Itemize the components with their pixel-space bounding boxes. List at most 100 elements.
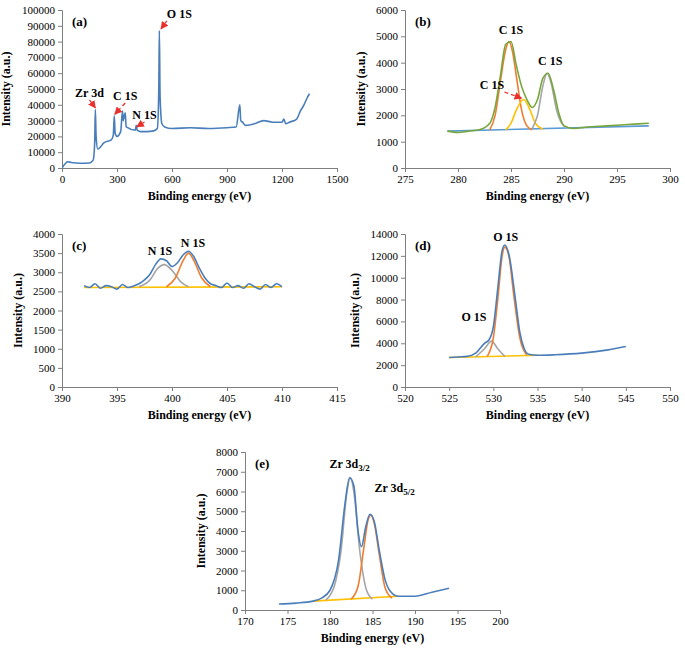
y-tick-mark	[401, 36, 405, 37]
y-tick-label: 0	[50, 381, 56, 393]
y-axis-title: Intensity (a.u.)	[354, 51, 368, 126]
x-tick: 300	[662, 168, 679, 185]
y-tick: 1000	[216, 584, 245, 596]
y-tick-label: 3000	[216, 545, 239, 557]
y-tick-label: 3500	[33, 247, 56, 259]
x-axis-title: Binding energy (eV)	[148, 408, 251, 422]
annotation-text: N 1S	[181, 236, 206, 250]
y-tick: 4000	[33, 228, 62, 240]
y-tick-label: 10000	[371, 272, 399, 284]
panel: 5205255305355405455500200040006000800010…	[348, 228, 679, 422]
annotation-text: C 1S	[499, 23, 524, 37]
figure: 0300600900120015000100002000030000400005…	[0, 0, 685, 654]
y-tick-label: 30000	[28, 115, 56, 127]
x-tick-mark	[117, 387, 118, 391]
panel-title: (c)	[72, 238, 86, 253]
y-axis-title: Intensity (a.u.)	[0, 51, 13, 126]
y-tick-label: 8000	[376, 294, 399, 306]
x-tick-mark	[617, 168, 618, 172]
y-tick-mark	[241, 492, 245, 493]
y-tick: 12000	[371, 250, 406, 262]
x-tick-label: 300	[662, 173, 679, 185]
y-tick-mark	[58, 168, 62, 169]
y-tick-mark	[401, 115, 405, 116]
y-axis-line	[58, 11, 63, 169]
y-tick-mark	[241, 590, 245, 591]
spectrum-line	[84, 251, 282, 289]
x-tick-label: 535	[530, 392, 547, 404]
x-tick-label: 540	[574, 392, 591, 404]
y-tick: 14000	[371, 228, 406, 240]
panel-title: (e)	[255, 456, 269, 471]
x-tick: 415	[329, 387, 346, 404]
panel: 0300600900120015000100002000030000400005…	[0, 4, 349, 203]
y-tick-mark	[401, 278, 405, 279]
x-axis: 170175180185190195200	[237, 610, 509, 627]
annotation: C 1S	[480, 78, 505, 92]
annotation-text: Zr 3d	[75, 86, 104, 100]
y-tick: 3500	[33, 247, 62, 259]
x-tick-mark	[626, 387, 627, 391]
y-tick: 70000	[28, 51, 63, 63]
x-tick-label: 525	[441, 392, 458, 404]
x-tick: 395	[109, 387, 126, 404]
x-tick: 170	[237, 610, 254, 627]
spectrum-line	[447, 42, 648, 133]
y-tick-label: 4000	[376, 57, 399, 69]
x-tick: 175	[280, 610, 297, 627]
annotation-text: N 1S	[148, 244, 173, 258]
annotation-arrow	[115, 103, 125, 114]
y-tick: 2000	[376, 109, 405, 121]
y-tick-mark	[58, 349, 62, 350]
y-tick: 0	[233, 604, 246, 616]
y-tick: 8000	[376, 294, 405, 306]
y-axis: 0100020003000400050006000	[376, 4, 406, 174]
y-tick: 1500	[33, 324, 62, 336]
panel: 1701751801851901952000100020003000400050…	[194, 446, 509, 645]
annotation: C 1S	[499, 23, 524, 37]
y-tick-label: 14000	[371, 228, 399, 240]
x-axis-title: Binding energy (eV)	[148, 189, 251, 203]
plot-area	[279, 478, 449, 604]
x-axis-line	[63, 388, 338, 392]
x-tick-label: 280	[450, 173, 467, 185]
x-tick: 180	[322, 610, 339, 627]
spectrum-line	[279, 478, 449, 604]
panel: 3903954004054104150500100015002000250030…	[11, 228, 346, 422]
x-tick-mark	[500, 610, 501, 614]
x-tick: 1500	[327, 168, 350, 185]
x-tick-label: 170	[237, 615, 254, 627]
y-tick: 5000	[376, 30, 405, 42]
x-tick-label: 900	[219, 173, 236, 185]
annotation: N 1S	[181, 236, 206, 250]
annotation: O 1S	[461, 310, 486, 324]
x-tick-label: 180	[322, 615, 339, 627]
x-tick-label: 295	[609, 173, 626, 185]
x-tick-mark	[670, 168, 671, 172]
y-tick-label: 60000	[28, 67, 56, 79]
y-tick-mark	[58, 152, 62, 153]
plot-area	[449, 245, 626, 358]
x-tick: 280	[450, 168, 467, 185]
y-axis: 02000400060008000100001200014000	[371, 228, 406, 393]
annotation: C 1S	[538, 54, 563, 68]
y-tick-label: 0	[393, 381, 399, 393]
y-tick: 6000	[216, 486, 245, 498]
y-tick-label: 5000	[216, 505, 239, 517]
y-tick-label: 2000	[376, 109, 399, 121]
annotation-subscript: 5/2	[403, 487, 415, 497]
y-tick-label: 1000	[33, 343, 56, 355]
y-tick-mark	[58, 253, 62, 254]
x-axis-title: Binding energy (eV)	[321, 631, 424, 645]
y-tick-mark	[401, 168, 405, 169]
x-axis-line	[246, 611, 501, 615]
y-tick-label: 1500	[33, 324, 56, 336]
panel: 2752802852902953000100020003000400050006…	[354, 4, 679, 203]
y-axis-line	[58, 235, 63, 388]
y-tick-label: 4000	[216, 525, 239, 537]
y-tick-mark	[401, 234, 405, 235]
x-tick: 405	[219, 387, 236, 404]
y-tick-label: 50000	[28, 83, 56, 95]
y-tick: 6000	[376, 315, 405, 327]
x-tick: 530	[486, 387, 503, 404]
